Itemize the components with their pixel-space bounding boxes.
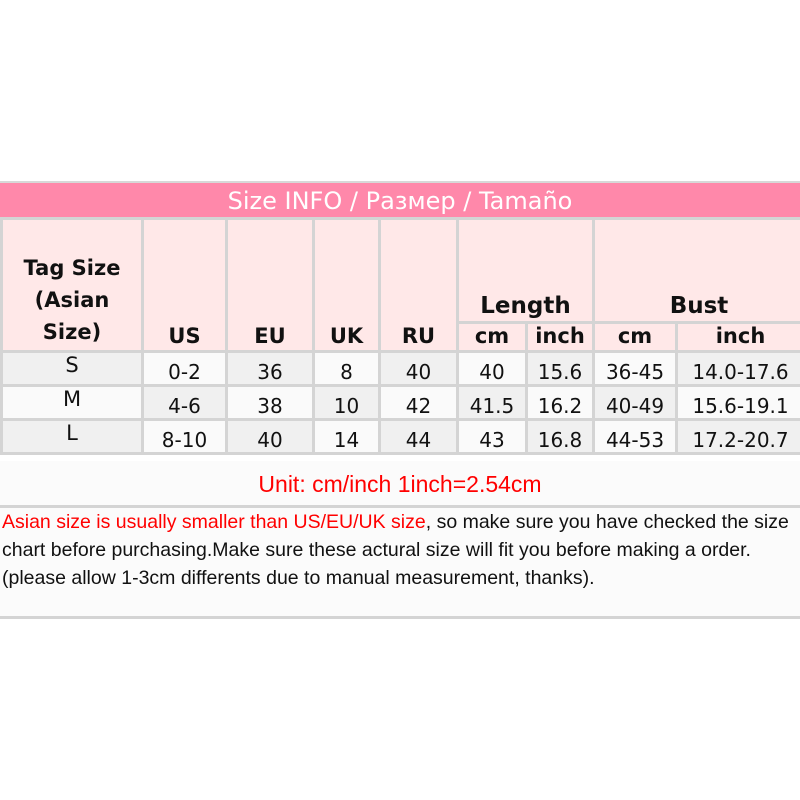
cell-length-inch: 16.2 <box>525 384 595 421</box>
cell-length-inch: 16.8 <box>525 418 595 455</box>
cell-us: 4-6 <box>141 384 228 421</box>
cell-length-cm: 40 <box>456 350 528 387</box>
header-length: Length <box>456 217 595 324</box>
cell-tag: S <box>0 350 144 387</box>
header-length-cm: cm <box>456 321 528 353</box>
asian-size-warning: Asian size is usually smaller than US/EU… <box>2 511 426 533</box>
cell-uk: 10 <box>312 384 381 421</box>
header-tag-size: Tag Size (Asian Size) <box>0 217 144 353</box>
size-disclaimer: Asian size is usually smaller than US/EU… <box>0 508 800 619</box>
header-us: US <box>141 217 228 353</box>
cell-length-cm: 43 <box>456 418 528 455</box>
table-row: M 4-6 38 10 42 41.5 16.2 40-49 15.6-19.1 <box>0 384 800 421</box>
table-row: L 8-10 40 14 44 43 16.8 44-53 17.2-20.7 <box>0 418 800 455</box>
cell-bust-inch: 14.0-17.6 <box>675 350 800 387</box>
header-bust-inch: inch <box>675 321 800 353</box>
cell-length-cm: 41.5 <box>456 384 528 421</box>
header-ru: RU <box>378 217 459 353</box>
unit-note: Unit: cm/inch 1inch=2.54cm <box>0 461 800 508</box>
cell-tag: M <box>0 384 144 421</box>
cell-ru: 44 <box>378 418 459 455</box>
cell-eu: 40 <box>225 418 315 455</box>
size-chart-title: Size INFO / Размер / Tamaño <box>0 181 800 219</box>
disclaimer-text: , so make sure you have checked the size… <box>2 511 789 589</box>
cell-bust-inch: 17.2-20.7 <box>675 418 800 455</box>
cell-bust-inch: 15.6-19.1 <box>675 384 800 421</box>
cell-eu: 36 <box>225 350 315 387</box>
cell-us: 8-10 <box>141 418 228 455</box>
cell-bust-cm: 44-53 <box>592 418 678 455</box>
header-eu: EU <box>225 217 315 353</box>
cell-tag: L <box>0 418 144 455</box>
cell-uk: 14 <box>312 418 381 455</box>
header-bust: Bust <box>592 217 800 324</box>
header-bust-cm: cm <box>592 321 678 353</box>
size-table: Tag Size (Asian Size) US EU UK RU Length… <box>0 217 800 455</box>
header-length-inch: inch <box>525 321 595 353</box>
cell-eu: 38 <box>225 384 315 421</box>
header-uk: UK <box>312 217 381 353</box>
cell-us: 0-2 <box>141 350 228 387</box>
cell-bust-cm: 40-49 <box>592 384 678 421</box>
cell-ru: 40 <box>378 350 459 387</box>
cell-uk: 8 <box>312 350 381 387</box>
cell-ru: 42 <box>378 384 459 421</box>
cell-length-inch: 15.6 <box>525 350 595 387</box>
table-row: S 0-2 36 8 40 40 15.6 36-45 14.0-17.6 <box>0 350 800 387</box>
cell-bust-cm: 36-45 <box>592 350 678 387</box>
